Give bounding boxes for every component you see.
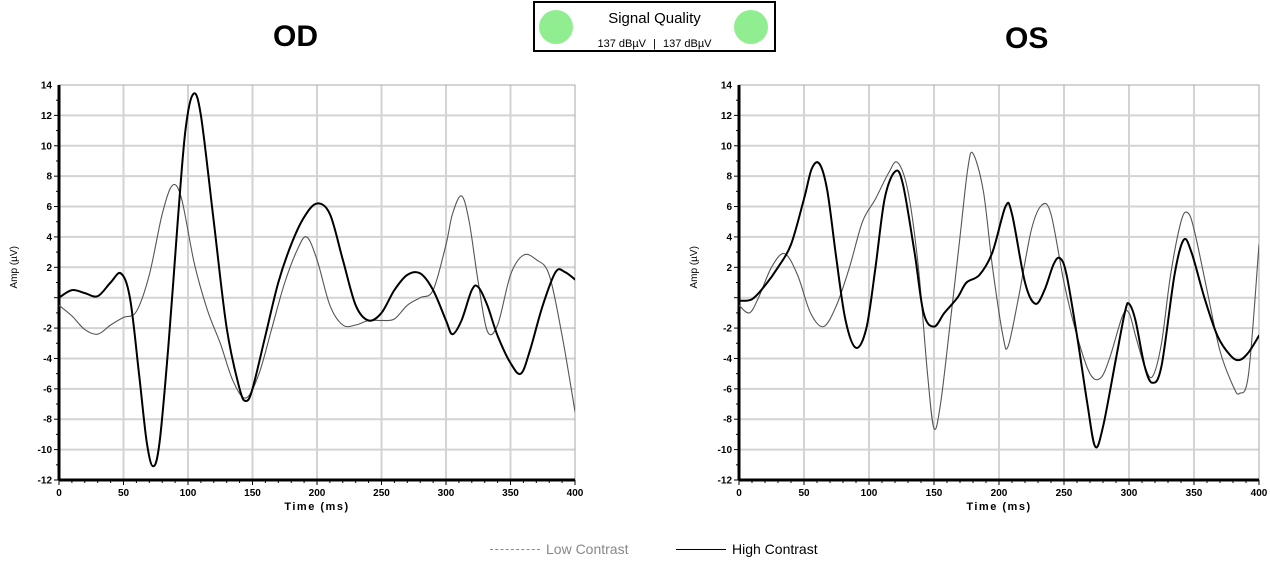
od-chart: -12 -10 -8 -6 -4 -2 2 4 6 8 10 12 14 0 50 100 150 200 250 3… <box>9 81 584 514</box>
signal-quality-panel: Signal Quality 137 dBµV | 137 dBµV <box>533 1 776 52</box>
od-signal-indicator-icon <box>539 10 573 44</box>
od-x-tick-label: 350 <box>502 488 519 499</box>
od-series-low-contrast-line <box>59 183 575 413</box>
os-y-tick-label: -10 <box>718 445 733 456</box>
od-signal-value: 137 dBµV <box>597 38 646 50</box>
od-y-tick-label: 12 <box>41 111 53 122</box>
od-title: OD <box>273 20 318 53</box>
os-x-tick-label: 50 <box>798 488 810 499</box>
os-y-tick-label: 6 <box>726 202 732 213</box>
od-y-tick-label: -8 <box>43 415 52 426</box>
os-chart: -12 -10 -8 -6 -4 -2 2 4 6 8 10 12 14 0 50 100 150 200 250 3… <box>689 81 1268 514</box>
os-x-tick-label: 300 <box>1121 488 1138 499</box>
legend-low-contrast-label: Low Contrast <box>546 541 629 557</box>
legend-low-contrast-swatch <box>490 548 540 550</box>
od-y-tick-label: -10 <box>38 445 53 456</box>
od-y-tick-label: 6 <box>46 202 52 213</box>
od-x-tick-label: 200 <box>309 488 326 499</box>
od-y-tick-label: 14 <box>41 81 53 92</box>
os-x-tick-label: 250 <box>1056 488 1073 499</box>
os-x-tick-label: 100 <box>861 488 878 499</box>
od-y-tick-label: -12 <box>38 476 53 487</box>
os-y-axis-label: Amp (µV) <box>689 246 700 288</box>
od-x-tick-label: 250 <box>373 488 390 499</box>
od-y-axis-label: Amp (µV) <box>9 246 20 288</box>
od-x-tick-label: 0 <box>56 488 62 499</box>
od-series-high-contrast-line <box>59 92 575 468</box>
od-x-tick-label: 50 <box>118 488 130 499</box>
os-signal-value: 137 dBµV <box>662 38 712 50</box>
od-y-tick-label: -4 <box>43 354 52 365</box>
od-x-tick-label: 100 <box>180 488 197 499</box>
od-y-tick-label: 10 <box>41 141 53 152</box>
legend-high-contrast-label: High Contrast <box>732 541 818 557</box>
legend-low-contrast: Low Contrast <box>490 541 628 557</box>
od-y-tick-label: -2 <box>43 324 52 335</box>
od-y-tick-label: 4 <box>46 232 52 243</box>
os-y-tick-label: -12 <box>718 476 733 487</box>
od-x-tick-label: 300 <box>438 488 455 499</box>
legend-high-contrast: High Contrast <box>676 541 818 557</box>
os-x-axis-label: Time (ms) <box>966 501 1031 513</box>
os-y-tick-label: -6 <box>723 384 732 395</box>
os-signal-indicator-icon <box>734 10 768 44</box>
os-y-tick-label: 4 <box>726 232 732 243</box>
os-x-tick-label: 200 <box>991 488 1008 499</box>
os-series-high-contrast-line <box>739 161 1259 449</box>
od-x-tick-label: 150 <box>244 488 261 499</box>
os-y-tick-label: 10 <box>721 141 733 152</box>
legend-high-contrast-swatch <box>676 548 726 550</box>
os-x-tick-label: 350 <box>1186 488 1203 499</box>
od-x-axis-label: Time (ms) <box>284 501 349 513</box>
os-y-tick-label: -8 <box>723 415 732 426</box>
os-x-tick-label: 0 <box>736 488 742 499</box>
od-y-tick-label: -6 <box>43 384 52 395</box>
os-title: OS <box>1005 22 1049 55</box>
os-y-tick-label: 2 <box>726 263 732 274</box>
os-series-low-contrast-line <box>739 151 1259 430</box>
os-y-tick-label: -2 <box>723 324 732 335</box>
signal-value-separator: | <box>653 38 656 50</box>
signal-quality-title: Signal Quality <box>608 10 701 27</box>
od-y-tick-label: 2 <box>46 263 52 274</box>
os-x-tick-label: 400 <box>1251 488 1268 499</box>
os-x-tick-label: 150 <box>926 488 943 499</box>
od-y-tick-label: 8 <box>46 172 52 183</box>
os-y-tick-label: 8 <box>726 172 732 183</box>
os-y-tick-label: -4 <box>723 354 732 365</box>
signal-quality-values: 137 dBµV | 137 dBµV <box>535 38 774 50</box>
os-y-tick-label: 14 <box>721 81 733 92</box>
od-x-tick-label: 400 <box>567 488 584 499</box>
os-y-tick-label: 12 <box>721 111 733 122</box>
